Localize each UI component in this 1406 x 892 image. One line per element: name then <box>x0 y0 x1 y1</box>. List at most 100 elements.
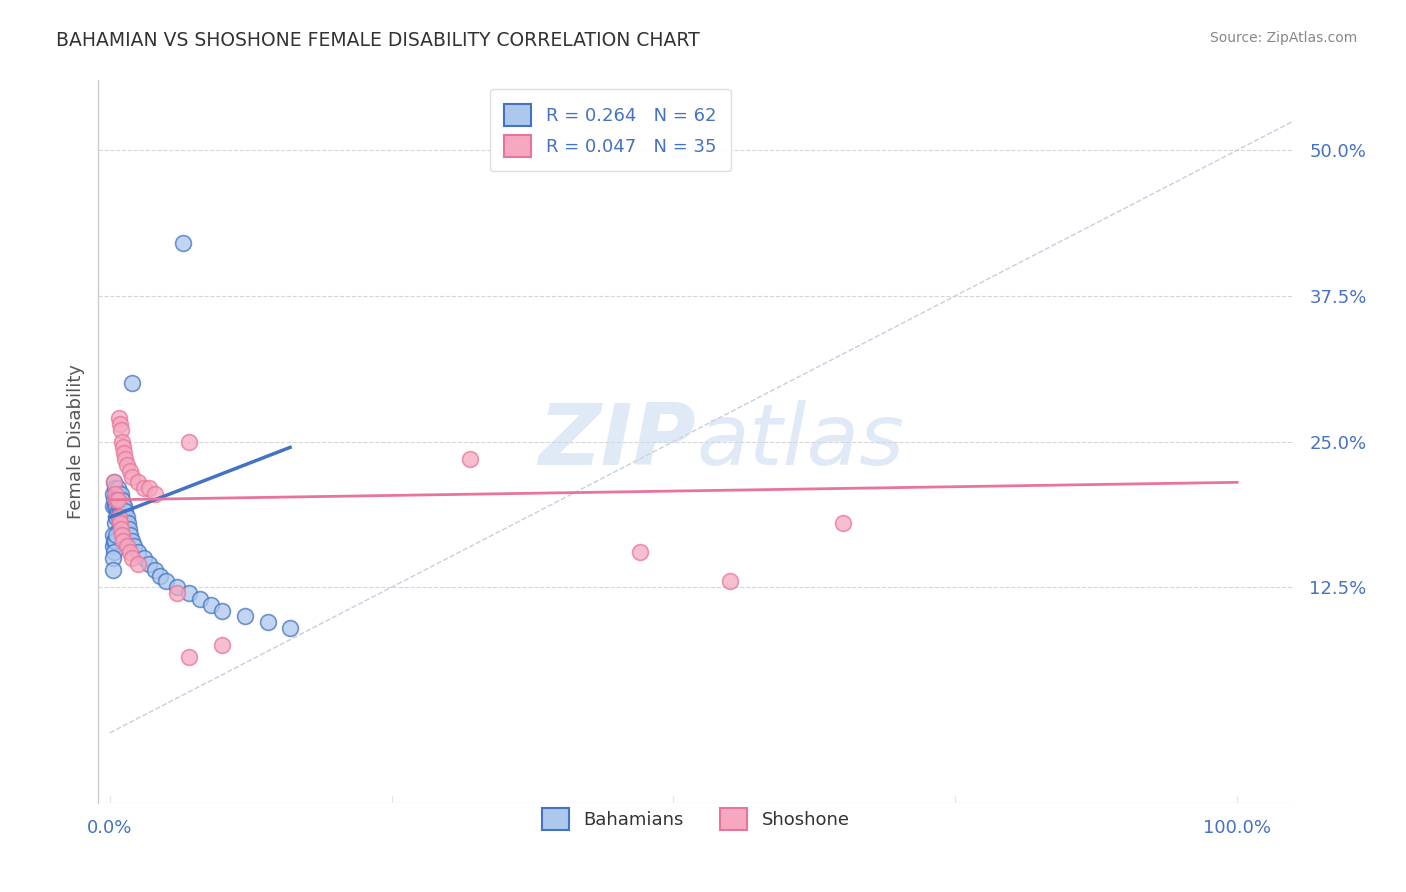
Point <box>118 464 141 478</box>
Point <box>107 487 129 501</box>
Point <box>177 434 200 449</box>
Point <box>107 481 129 495</box>
Point <box>124 540 146 554</box>
Point <box>110 487 132 501</box>
Point <box>117 516 139 530</box>
Text: Source: ZipAtlas.com: Source: ZipAtlas.com <box>1209 31 1357 45</box>
Point <box>107 492 129 507</box>
Point <box>108 516 131 530</box>
Text: atlas: atlas <box>696 400 904 483</box>
Point <box>108 504 131 518</box>
Point <box>111 492 134 507</box>
Point <box>138 557 160 571</box>
Point <box>115 510 138 524</box>
Point <box>101 487 124 501</box>
Point <box>101 528 124 542</box>
Point <box>115 540 138 554</box>
Point <box>104 499 127 513</box>
Point <box>108 516 131 530</box>
Point <box>132 551 155 566</box>
Point <box>112 499 135 513</box>
Point <box>127 557 149 571</box>
Point <box>105 528 128 542</box>
Point <box>188 591 211 606</box>
Point <box>110 510 132 524</box>
Point <box>121 469 143 483</box>
Point <box>211 639 233 653</box>
Point <box>278 621 301 635</box>
Point <box>200 598 222 612</box>
Point <box>143 487 166 501</box>
Point <box>107 411 129 425</box>
Point <box>105 492 128 507</box>
Y-axis label: Female Disability: Female Disability <box>66 364 84 519</box>
Point <box>233 609 256 624</box>
Point <box>118 545 141 559</box>
Point <box>166 580 188 594</box>
Point <box>177 650 200 665</box>
Point <box>110 423 132 437</box>
Text: BAHAMIAN VS SHOSHONE FEMALE DISABILITY CORRELATION CHART: BAHAMIAN VS SHOSHONE FEMALE DISABILITY C… <box>56 31 700 50</box>
Point <box>101 563 124 577</box>
Point <box>149 568 172 582</box>
Point <box>103 492 125 507</box>
Point <box>121 376 143 391</box>
Text: ZIP: ZIP <box>538 400 696 483</box>
Point <box>112 533 135 548</box>
Point <box>172 236 194 251</box>
Point <box>112 510 135 524</box>
Point <box>112 441 135 455</box>
Point <box>105 499 128 513</box>
Point <box>127 545 149 559</box>
Point <box>107 492 129 507</box>
Point <box>155 574 177 589</box>
Point <box>112 446 135 460</box>
Point <box>108 492 131 507</box>
Point <box>103 533 125 548</box>
Point <box>112 510 135 524</box>
Point <box>166 586 188 600</box>
Point <box>103 475 125 490</box>
Point <box>121 551 143 566</box>
Point <box>211 603 233 617</box>
Point <box>101 551 124 566</box>
Point <box>114 504 136 518</box>
Point <box>111 504 134 518</box>
Point <box>132 481 155 495</box>
Point <box>718 574 741 589</box>
Point <box>118 528 141 542</box>
Point <box>111 528 134 542</box>
Point <box>177 586 200 600</box>
Point <box>105 487 128 501</box>
Point <box>114 516 136 530</box>
Point <box>115 458 138 472</box>
Point <box>108 417 131 431</box>
Point <box>114 452 136 467</box>
Point <box>110 522 132 536</box>
Point <box>104 533 127 548</box>
Point <box>831 516 853 530</box>
Point <box>104 481 127 495</box>
Point <box>127 475 149 490</box>
Point <box>110 522 132 536</box>
Point <box>143 563 166 577</box>
Point <box>103 545 125 559</box>
Point <box>111 434 134 449</box>
Point <box>460 452 482 467</box>
Point <box>138 481 160 495</box>
Point <box>101 540 124 554</box>
Point <box>107 522 129 536</box>
Point <box>628 545 651 559</box>
Point <box>107 510 129 524</box>
Point <box>104 516 127 530</box>
Point <box>121 533 143 548</box>
Point <box>103 475 125 490</box>
Point <box>104 487 127 501</box>
Point <box>107 504 129 518</box>
Point <box>118 522 141 536</box>
Point <box>256 615 278 630</box>
Point <box>107 510 129 524</box>
Point <box>110 499 132 513</box>
Point <box>107 499 129 513</box>
Point <box>112 499 135 513</box>
